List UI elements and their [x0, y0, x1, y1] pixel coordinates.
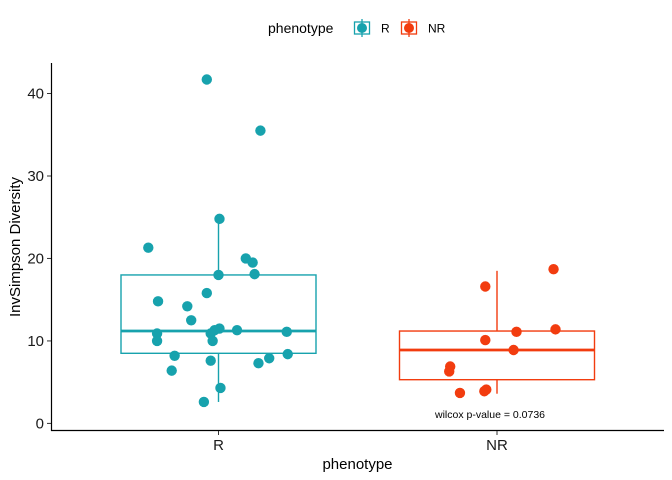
y-tick-label: 10	[27, 333, 44, 350]
legend-key-r: R	[353, 19, 390, 37]
legend-title: phenotype	[268, 20, 334, 36]
legend: phenotype R NR	[268, 19, 446, 37]
data-point-r	[282, 348, 293, 360]
data-point-r	[255, 125, 266, 136]
y-tick-label: 20	[27, 250, 44, 267]
wilcox-annotation: wilcox p-value = 0.0736	[434, 409, 545, 421]
x-axis-title: phenotype	[322, 456, 392, 473]
y-tick-label: 30	[27, 168, 44, 185]
y-axis-title: InvSimpson Diversity	[7, 176, 24, 317]
box-nr	[398, 270, 596, 394]
data-point-r	[247, 257, 258, 268]
y-tick-label: 40	[27, 86, 44, 103]
data-point-r	[249, 268, 260, 280]
data-point-r	[215, 382, 226, 394]
data-point-r	[205, 355, 216, 366]
legend-point-glyph	[404, 23, 414, 33]
data-point-r	[207, 335, 218, 347]
box-iqr	[398, 330, 596, 381]
legend-key-nr: NR	[400, 19, 446, 37]
data-point-r	[231, 325, 243, 336]
data-point-r	[166, 365, 177, 376]
data-point-r	[201, 287, 212, 299]
y-tick-label: 0	[36, 415, 44, 432]
legend-label-r: R	[381, 22, 390, 36]
data-point-nr	[508, 344, 519, 356]
x-tick-label: NR	[486, 437, 508, 454]
data-point-r	[253, 357, 264, 369]
x-tick-label: R	[213, 437, 224, 454]
data-point-nr	[550, 324, 561, 335]
data-point-r	[186, 315, 197, 326]
data-point-r	[151, 335, 163, 347]
data-point-r	[152, 296, 164, 307]
data-point-nr	[479, 386, 490, 397]
box-iqr	[120, 274, 317, 355]
data-point-nr	[444, 366, 455, 377]
data-point-r	[143, 242, 154, 253]
data-point-nr	[511, 326, 522, 338]
data-point-nr	[480, 281, 491, 292]
data-point-r	[264, 353, 275, 364]
data-point-r	[151, 328, 163, 339]
points-layer	[143, 74, 561, 408]
data-point-r	[198, 396, 210, 408]
legend-label-nr: NR	[428, 22, 446, 36]
data-point-r	[182, 301, 193, 312]
data-point-r	[201, 74, 212, 85]
data-point-r	[213, 269, 224, 281]
boxes-layer	[120, 217, 596, 402]
data-point-r	[281, 326, 292, 338]
data-point-nr	[454, 387, 466, 399]
data-point-r	[214, 213, 225, 225]
data-point-r	[169, 350, 180, 361]
data-point-nr	[480, 334, 491, 346]
legend-point-glyph	[357, 23, 367, 33]
axes	[50, 63, 664, 432]
data-point-nr	[548, 263, 559, 275]
ticks-layer: 0 10 20 30 40 R NR	[27, 86, 508, 454]
